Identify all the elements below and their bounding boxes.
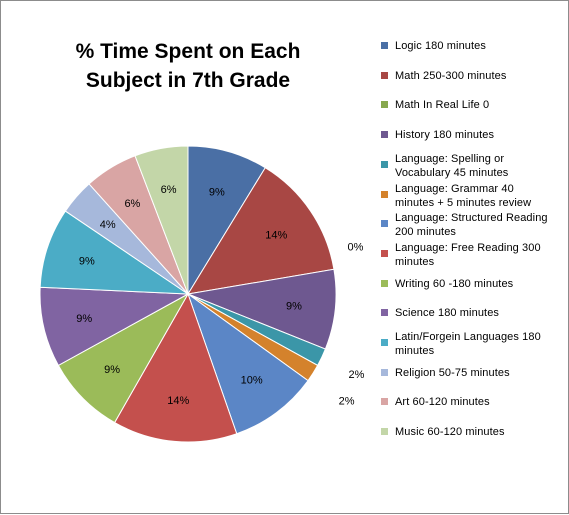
legend-label: Writing 60 -180 minutes [395, 277, 565, 291]
legend-label-line: History 180 minutes [395, 129, 495, 142]
legend-swatch [381, 71, 388, 79]
legend-swatch [381, 101, 388, 109]
legend-swatch [381, 131, 388, 139]
legend-label: Math 250-300 minutes [395, 69, 565, 83]
legend-label-line: Math 250-300 minutes [395, 69, 507, 82]
legend-label-line: Art 60-120 minutes [395, 396, 490, 409]
legend-label-line: Language: Grammar 40 [395, 182, 514, 195]
legend-label-line: Latin/Forgein Languages 180 [395, 331, 541, 343]
slice-label-1: 9% [209, 186, 225, 198]
legend-label: History 180 minutes [395, 128, 565, 142]
legend-swatch [381, 368, 388, 376]
legend-label-line: minutes [395, 345, 435, 357]
legend-label: Science 180 minutes [395, 306, 565, 320]
slice-label-4: 9% [286, 300, 302, 312]
legend-label-line: Language: Spelling or [395, 152, 505, 165]
legend-label-line: Writing 60 -180 minutes [395, 277, 514, 290]
legend-label-line: minutes + 5 minutes review [395, 196, 532, 209]
chart-title: % Time Spent on Each Subject in 7th Grad… [61, 37, 315, 95]
legend-swatch [381, 220, 388, 228]
legend-swatch [381, 249, 388, 257]
legend-label-line: Religion 50-75 minutes [395, 366, 510, 379]
chart-title-line-2: Subject in 7th Grade [85, 69, 291, 92]
pie-slice-11 [39, 210, 190, 295]
legend-label: Language: Structured Reading 200 minutes [395, 211, 565, 239]
pie-slice-2 [187, 167, 335, 295]
legend-label: Latin/Forgein Languages 180 minutes [395, 330, 565, 358]
pie-slice-8 [113, 292, 238, 443]
slice-label-5: 2% [349, 369, 365, 381]
pie-slice-9 [57, 292, 190, 424]
legend-swatch [381, 279, 388, 287]
slice-label-6: 2% [339, 396, 355, 408]
slice-label-2: 14% [265, 229, 287, 241]
legend-label-line: Math In Real Life 0 [395, 99, 490, 112]
legend-swatch [381, 190, 388, 198]
legend-label: Language: Spelling or Vocabulary 45 minut… [395, 152, 565, 180]
slice-label-9: 9% [104, 364, 120, 376]
legend-label-line: Science 180 minutes [395, 307, 500, 320]
pie-slice-7 [187, 292, 309, 435]
slice-label-13: 6% [124, 198, 140, 210]
legend-label: Logic 180 minutes [395, 39, 565, 53]
legend-label-line: Vocabulary 45 minutes [395, 166, 509, 179]
pie-slice-4 [186, 268, 337, 350]
legend-swatch [381, 398, 388, 406]
legend-swatch [381, 339, 388, 346]
legend-swatch [381, 428, 388, 436]
legend-label-line: 200 minutes [395, 226, 457, 239]
legend-swatch [381, 42, 388, 49]
slice-label-12: 4% [100, 219, 116, 231]
pie-slice-10 [39, 286, 190, 367]
legend-swatch [381, 309, 388, 317]
slice-label-10: 9% [76, 313, 92, 325]
legend-label-line: Language: Free Reading 300 [395, 241, 541, 254]
legend-label-line: Logic 180 minutes [395, 40, 486, 52]
slice-label-11: 9% [79, 255, 95, 267]
legend-swatch [381, 160, 388, 168]
slice-label-3: 0% [347, 241, 363, 253]
legend-label: Language: Grammar 40 minutes + 5 minutes … [395, 182, 565, 210]
legend-label: Religion 50-75 minutes [395, 366, 565, 380]
legend-label: Art 60-120 minutes [395, 395, 565, 409]
slice-label-7: 10% [241, 374, 263, 386]
legend-label: Language: Free Reading 300 minutes [395, 241, 565, 269]
legend-label-line: Music 60-120 minutes [395, 426, 505, 439]
pie-slice-14 [134, 145, 189, 295]
legend-label-line: minutes [395, 255, 435, 268]
legend-label-line: Language: Structured Reading [395, 212, 548, 225]
slice-label-8: 14% [167, 395, 189, 407]
legend-label: Music 60-120 minutes [395, 425, 565, 439]
legend-label: Math In Real Life 0 [395, 98, 565, 112]
pie-slice-1 [187, 145, 266, 296]
chart-title-line-1: % Time Spent on Each [75, 40, 301, 63]
slice-label-14: 6% [161, 184, 177, 196]
